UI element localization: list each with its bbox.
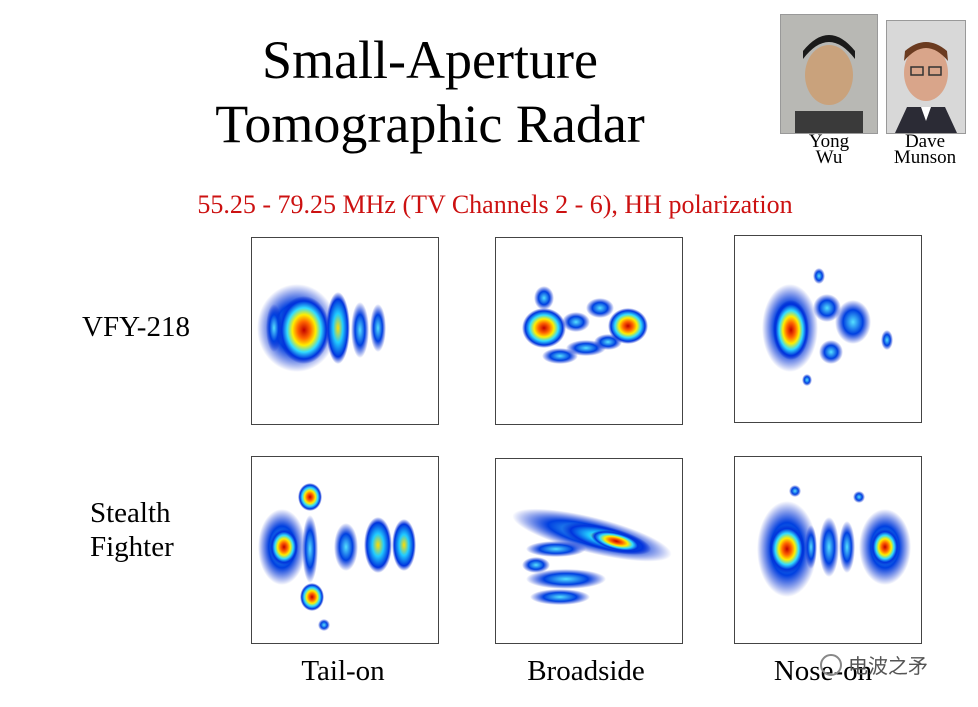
radar-image-heatmap-icon bbox=[762, 268, 893, 386]
watermark-text: 电波之矛 bbox=[848, 654, 928, 678]
radar-image-heatmap-icon bbox=[512, 508, 672, 605]
title-line-1: Small-Aperture bbox=[262, 30, 598, 90]
watermark: 电波之矛 bbox=[820, 650, 928, 679]
radar-image-heatmap-icon bbox=[257, 284, 386, 372]
radar-image-stealth-tail-on bbox=[251, 456, 439, 644]
portrait-photo-dave-munson bbox=[886, 20, 966, 134]
portrait-photo-yong-wu bbox=[780, 14, 878, 134]
radar-image-vfy218-broadside bbox=[495, 237, 683, 425]
radar-image-stealth-nose-on bbox=[734, 456, 922, 644]
radar-image-heatmap-icon bbox=[522, 286, 648, 364]
radar-image-stealth-broadside bbox=[495, 458, 683, 644]
radar-image-heatmap-icon bbox=[757, 485, 911, 597]
person-name-dave-munson: Dave Munson bbox=[893, 131, 957, 168]
portrait-dave-munson-icon bbox=[887, 21, 965, 133]
row-label-stealth-fighter: Stealth Fighter bbox=[90, 497, 174, 563]
person-name-yong-wu: Yong Wu bbox=[808, 131, 850, 168]
column-label-broadside: Broadside bbox=[527, 655, 645, 687]
slide-title: Small-Aperture Tomographic Radar bbox=[120, 28, 740, 156]
frequency-subtitle: 55.25 - 79.25 MHz (TV Channels 2 - 6), H… bbox=[197, 190, 793, 219]
portrait-yong-wu-icon bbox=[781, 15, 877, 133]
radar-image-vfy218-nose-on bbox=[734, 235, 922, 423]
column-label-tail-on: Tail-on bbox=[301, 655, 385, 687]
row-label-vfy-218: VFY-218 bbox=[82, 311, 190, 343]
radar-image-vfy218-tail-on bbox=[251, 237, 439, 425]
wechat-watermark-icon bbox=[820, 653, 842, 676]
radar-image-heatmap-icon bbox=[258, 483, 416, 631]
title-line-2: Tomographic Radar bbox=[215, 94, 645, 154]
